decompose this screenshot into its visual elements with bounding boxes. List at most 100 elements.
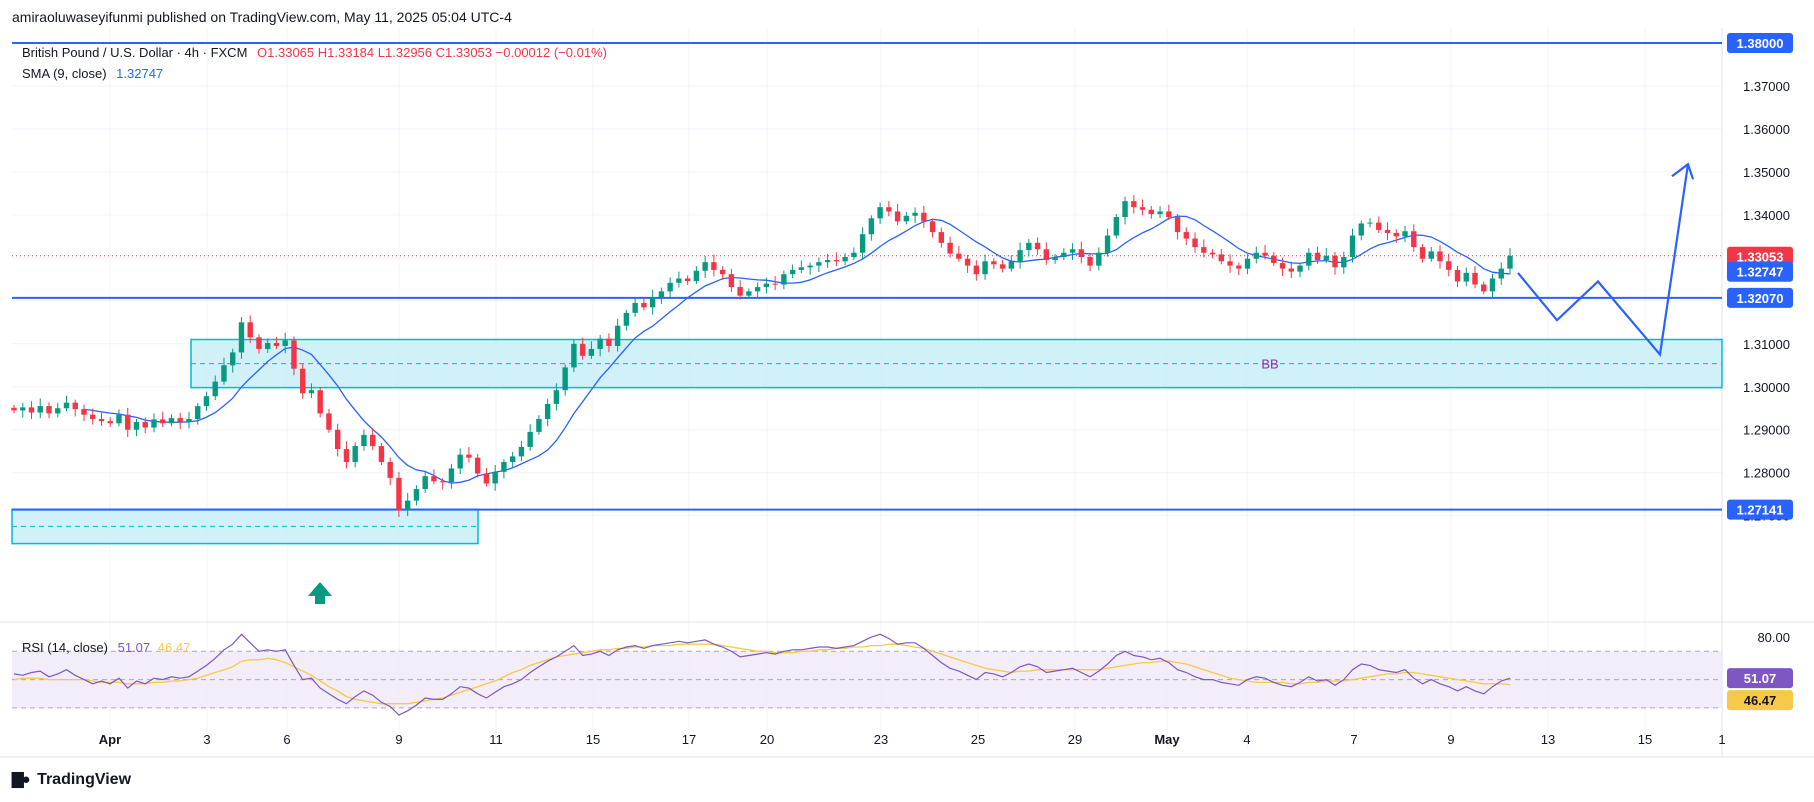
candle-body <box>81 409 87 415</box>
candle-body <box>28 407 35 413</box>
rsi-value-tag: 51.07 <box>1744 671 1777 686</box>
candle-body <box>1297 265 1303 272</box>
rsi-label: RSI (14, close) <box>22 640 108 655</box>
tradingview-footer[interactable]: ▇● TradingView <box>12 770 131 789</box>
candle-body <box>1104 235 1111 253</box>
candle-body <box>1078 249 1085 258</box>
candle-body <box>702 262 708 271</box>
candle-body <box>746 291 752 296</box>
candle-body <box>308 390 315 394</box>
ohlc-close: C1.33053 <box>435 45 493 60</box>
candle-body <box>1209 252 1216 255</box>
candle-body <box>1244 258 1251 269</box>
candle-body <box>55 408 61 414</box>
candle-body <box>929 221 936 233</box>
candle-body <box>1332 255 1338 268</box>
candle-body <box>1183 232 1190 239</box>
candle-body <box>133 421 140 430</box>
candle-body <box>1437 251 1443 262</box>
candle-body <box>1148 209 1155 215</box>
time-tick-label: 29 <box>1068 732 1082 747</box>
candle-body <box>1507 255 1513 269</box>
candle-body <box>912 212 918 216</box>
time-tick-label: 20 <box>760 732 774 747</box>
grid <box>0 28 1814 758</box>
candle-body <box>46 406 52 414</box>
candle-body <box>265 342 271 349</box>
rsi-value: 51.07 <box>117 640 151 655</box>
candle-body <box>1157 211 1163 215</box>
level-price-tag-bg <box>1727 287 1793 308</box>
candle-body <box>956 253 962 259</box>
candle-body <box>518 446 525 457</box>
candle-body <box>754 287 761 292</box>
rsi-legend: RSI (14, close) 51.07 46.47 <box>22 640 190 655</box>
sma-price-tag: 1.32747 <box>1737 265 1784 280</box>
candle-body <box>501 461 507 472</box>
candle-body <box>483 473 490 484</box>
candle-body <box>1174 217 1181 233</box>
candle-body <box>1218 254 1224 262</box>
candle-body <box>728 274 735 288</box>
candle-body <box>1052 257 1058 261</box>
zone-label: BB <box>1261 357 1278 372</box>
candle-body <box>1201 247 1207 253</box>
time-tick-label: 15 <box>586 732 600 747</box>
candle-body <box>1096 252 1102 266</box>
candle-body <box>98 418 105 422</box>
candle-body <box>658 291 665 298</box>
candle-body <box>1489 278 1496 292</box>
candle-body <box>1402 231 1408 237</box>
sma-label: SMA (9, close) <box>22 66 107 81</box>
candle-body <box>553 390 560 404</box>
horizontal-levels <box>12 42 1722 511</box>
candle-body <box>894 211 901 222</box>
candle-body <box>448 468 455 483</box>
sma-price-tag-bg <box>1727 261 1793 282</box>
candle-body <box>160 419 166 424</box>
candle-body <box>999 264 1006 269</box>
candle-body <box>763 283 770 288</box>
candle-body <box>807 265 813 268</box>
candle-body <box>684 278 691 282</box>
level-price-tag: 1.38000 <box>1737 36 1784 51</box>
candle-body <box>1358 223 1364 236</box>
candle-body <box>361 434 367 447</box>
candle-body <box>221 365 227 382</box>
candle-body <box>1419 247 1426 259</box>
candle-body <box>1498 268 1504 279</box>
candle-body <box>868 218 875 235</box>
rsi-ma-value-tag: 46.47 <box>1744 693 1777 708</box>
price-tick-label: 1.36000 <box>1743 122 1790 137</box>
candle-body <box>404 500 411 511</box>
candle-body <box>982 261 988 275</box>
sma-value: 1.32747 <box>116 66 164 81</box>
price-tick-label: 1.29000 <box>1743 423 1790 438</box>
candle-body <box>387 461 393 478</box>
price-tick-label: 1.35000 <box>1743 165 1790 180</box>
candle-body <box>851 252 857 258</box>
zones: BB <box>11 338 1723 545</box>
rsi-ma-value: 46.47 <box>157 640 191 655</box>
time-tick-label: 11 <box>489 732 503 747</box>
candle-body <box>842 257 848 262</box>
time-tick-label: 3 <box>203 732 210 747</box>
candle-body <box>177 418 183 422</box>
candle-body <box>1376 222 1382 230</box>
candle-body <box>641 302 647 308</box>
candle-body <box>921 212 927 222</box>
candle-body <box>247 322 253 338</box>
candle-body <box>37 406 43 413</box>
candle-body <box>1192 238 1198 248</box>
candle-body <box>1279 263 1286 269</box>
time-tick-label: 15 <box>1638 732 1652 747</box>
candle-body <box>151 419 157 428</box>
candle-body <box>886 207 892 212</box>
rsi-ma-line <box>13 643 1511 705</box>
candle-body <box>1034 242 1041 250</box>
candle-body <box>1454 269 1461 282</box>
candle-body <box>212 381 218 397</box>
time-tick-label: 6 <box>283 732 290 747</box>
candle-body <box>90 414 96 419</box>
